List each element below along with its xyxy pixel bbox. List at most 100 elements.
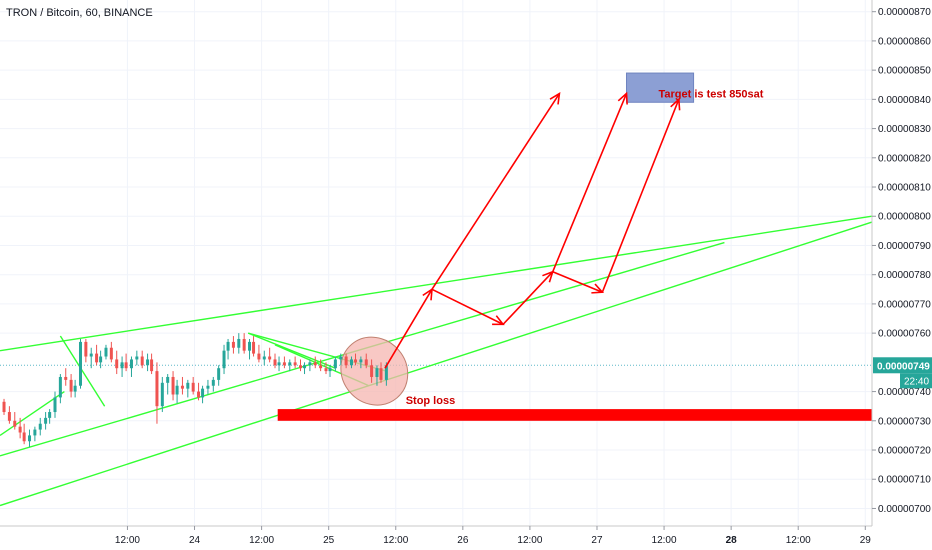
candle-body [140, 356, 144, 366]
candle-body [273, 359, 277, 366]
price-tick-label: 0.00000840 [878, 95, 931, 106]
candle-body [237, 338, 241, 348]
time-tick-label: 25 [323, 535, 335, 546]
time-axis[interactable]: 12:00 24 12:00 25 12:00 26 12:00 27 12:00 28 12:00… [0, 525, 872, 546]
candle-body [95, 353, 99, 363]
time-tick-label: 28 [726, 535, 738, 546]
time-tick-label: 29 [860, 535, 872, 546]
candle-body [135, 356, 139, 360]
candle-body [13, 420, 17, 427]
target-box[interactable] [625, 72, 695, 103]
price-tick-label: 0.00000780 [878, 270, 931, 281]
price-tick-label: 0.00000850 [878, 66, 931, 77]
stop-loss-bar[interactable] [277, 409, 872, 421]
candle-body [38, 423, 42, 430]
candle-body [171, 376, 175, 395]
candle-body [217, 368, 221, 380]
candle-body [150, 359, 154, 372]
candle-body [242, 338, 246, 351]
candle-body [197, 391, 201, 398]
price-tick-label: 0.00000730 [878, 416, 931, 427]
symbol-title: TRON / Bitcoin, 60, BINANCE [6, 7, 153, 19]
candle-body [124, 362, 128, 369]
price-tick-label: 0.00000830 [878, 124, 931, 135]
arrow-line[interactable] [601, 99, 680, 293]
last-price-tag[interactable] [873, 357, 932, 374]
annotation-boxes[interactable]: Stop loss Target is test 850sat [277, 72, 872, 421]
highlight-ellipse-group[interactable] [327, 324, 421, 419]
arrow-head [617, 91, 628, 105]
candle-body [370, 365, 374, 377]
price-tick-label: 0.00000720 [878, 446, 931, 457]
candle-body [44, 417, 48, 424]
candle-body [252, 341, 256, 354]
arrow-head [549, 91, 561, 105]
arrow-line[interactable] [384, 288, 433, 369]
candle-body [354, 359, 358, 363]
candle-body [120, 362, 124, 369]
price-tick-label: 0.00000800 [878, 212, 931, 223]
candle-body [379, 368, 383, 380]
candle-body [226, 341, 230, 351]
candle-body [277, 362, 281, 366]
arrow-line[interactable] [551, 93, 628, 273]
candle-body [104, 347, 108, 357]
candle-body [89, 353, 93, 357]
price-tick-label: 0.00000700 [878, 504, 931, 515]
price-tick-label: 0.00000710 [878, 475, 931, 486]
candle-body [115, 359, 119, 369]
trendline[interactable] [0, 221, 873, 507]
candle-body [186, 382, 190, 389]
candle-body [28, 435, 32, 442]
candle-body [248, 341, 252, 351]
time-tick-label: 12:00 [517, 535, 542, 546]
arrow-line[interactable] [431, 93, 561, 290]
candle-body [69, 379, 73, 392]
arrow-line[interactable] [502, 271, 554, 325]
arrow-line[interactable] [431, 288, 504, 326]
candle-body [324, 368, 328, 372]
candle-body [303, 365, 307, 369]
price-axis[interactable]: 0.00000870 0.00000860 0.00000850 0.00000840… [871, 0, 932, 526]
candle-body [299, 365, 303, 369]
countdown-tag [900, 373, 932, 389]
candle-body [160, 382, 164, 407]
candle-body [308, 362, 312, 366]
candle-body [22, 432, 26, 442]
candle-body [206, 385, 210, 389]
candle-body [364, 359, 368, 366]
candle-body [180, 385, 184, 389]
time-tick-label: 12:00 [249, 535, 274, 546]
highlight-ellipse[interactable] [327, 324, 421, 419]
candle-body [84, 341, 88, 357]
price-tick-label: 0.00000860 [878, 36, 931, 47]
time-tick-label: 26 [457, 535, 469, 546]
stop-loss-label: Stop loss [406, 395, 456, 407]
candle-body [33, 429, 37, 436]
candles [2, 333, 388, 448]
candle-body [99, 356, 103, 363]
candle-body [211, 379, 215, 386]
candle-body [129, 359, 133, 369]
price-tick-label: 0.00000870 [878, 7, 931, 18]
countdown-label: 22:40 [904, 376, 929, 387]
price-tick-label: 0.00000770 [878, 299, 931, 310]
candle-body [48, 412, 52, 418]
candle-body [2, 401, 6, 413]
trendline[interactable] [59, 335, 106, 407]
candle-body [384, 365, 388, 380]
price-tick-label: 0.00000740 [878, 387, 931, 398]
candle-body [73, 385, 77, 392]
price-tick-label: 0.00000810 [878, 183, 931, 194]
arrow-line[interactable] [552, 271, 603, 293]
candle-body [222, 350, 226, 369]
candle-body [313, 362, 317, 366]
candle-body [231, 341, 235, 348]
candle-body [166, 376, 170, 383]
projection-arrows[interactable] [384, 91, 681, 369]
candle-body [7, 412, 11, 421]
candle-body [191, 382, 195, 392]
time-tick-label: 12:00 [786, 535, 811, 546]
candle-body [339, 356, 343, 360]
